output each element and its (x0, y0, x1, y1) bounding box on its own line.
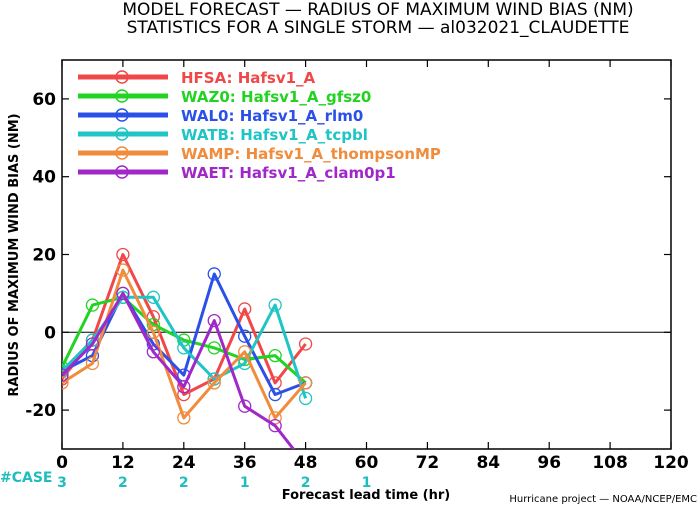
data-point (207, 267, 221, 281)
data-point (207, 341, 221, 355)
x-tick-label: 60 (355, 453, 379, 473)
data-point (238, 399, 252, 413)
case-count: 2 (301, 475, 311, 491)
y-tick-label: 0 (44, 323, 56, 343)
series-line (62, 291, 296, 449)
legend-label: WAMP: Hafsv1_A_thompsonMP (181, 145, 441, 163)
x-tick-label: 48 (294, 453, 318, 473)
case-count: 1 (362, 475, 372, 491)
x-tick-label: 12 (111, 453, 135, 473)
data-point (207, 376, 221, 390)
x-tick-label: 72 (416, 453, 440, 473)
data-point (238, 345, 252, 359)
x-tick-label: 24 (172, 453, 196, 473)
data-point (177, 411, 191, 425)
data-point (177, 380, 191, 394)
case-count: 1 (240, 475, 250, 491)
data-point (268, 348, 282, 363)
data-point (62, 368, 69, 382)
data-point (177, 341, 191, 355)
legend-label: WAET: Hafsv1_A_clam0p1 (181, 164, 396, 182)
legend-label: WAZ0: Hafsv1_A_gfsz0 (181, 88, 371, 106)
data-point (85, 356, 100, 371)
case-count: 3 (57, 475, 67, 491)
data-point (116, 286, 130, 301)
data-point (146, 290, 161, 304)
legend-marker (115, 89, 129, 103)
data-point (116, 263, 130, 277)
x-tick-label: 96 (537, 453, 561, 473)
chart-title-line1: MODEL FORECAST — RADIUS OF MAXIMUM WIND … (122, 0, 633, 20)
data-point (116, 290, 130, 304)
chart-title-line2: STATISTICS FOR A SINGLE STORM — al032021… (127, 18, 630, 38)
case-count: 2 (118, 475, 128, 491)
case-label: #CASE (0, 470, 53, 486)
series-line (62, 268, 307, 420)
plot-frame (61, 59, 672, 450)
data-point (268, 298, 282, 312)
case-count: 2 (179, 475, 189, 491)
data-point (268, 419, 282, 433)
credit-text: Hurricane project — NOAA/NCEP/EMC (509, 494, 697, 505)
data-point (62, 364, 69, 378)
legend-label: HFSA: Hafsv1_A (181, 69, 316, 87)
data-point (268, 387, 282, 402)
x-tick-label: 108 (592, 453, 628, 473)
data-point (85, 337, 100, 351)
data-point (268, 411, 282, 425)
x-tick-label: 0 (56, 453, 68, 473)
legend-label: WATB: Hafsv1_A_tcpbl (181, 126, 368, 144)
y-tick-label: -20 (25, 401, 56, 421)
data-point (238, 302, 252, 316)
legend-marker (115, 70, 129, 84)
data-point (62, 376, 69, 390)
legend-marker (115, 165, 129, 179)
x-tick-label: 36 (233, 453, 257, 473)
data-point (146, 325, 161, 339)
x-axis-title: Forecast lead time (hr) (282, 488, 450, 503)
series-line (62, 295, 307, 385)
legend-marker (115, 146, 129, 160)
legend-label: WAL0: Hafsv1_A_rlm0 (181, 107, 363, 125)
data-point (238, 329, 252, 343)
y-tick-label: 20 (32, 246, 56, 266)
y-tick-label: 60 (32, 90, 56, 110)
data-point (85, 298, 100, 312)
y-axis-title: RADIUS OF MAXIMUM WIND BIAS (NM) (7, 113, 22, 396)
data-point (146, 345, 161, 359)
x-tick-label: 84 (476, 453, 500, 473)
data-point (298, 337, 313, 351)
data-point (116, 247, 130, 262)
data-point (298, 376, 313, 390)
data-point (298, 391, 313, 406)
legend-marker (115, 108, 129, 122)
data-point (207, 313, 221, 328)
data-point (177, 387, 191, 402)
y-tick-label: 40 (32, 168, 56, 188)
x-tick-label: 120 (653, 453, 689, 473)
legend-marker (115, 127, 129, 141)
